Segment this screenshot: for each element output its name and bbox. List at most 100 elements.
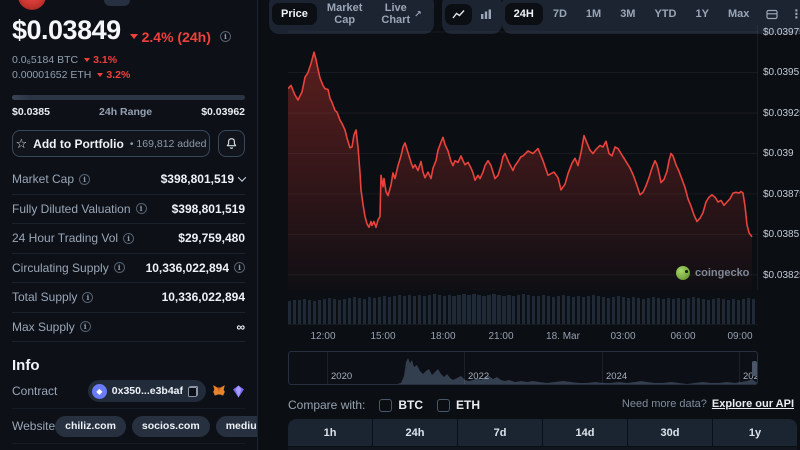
history-mini-chart (289, 358, 757, 384)
compare-option-btc[interactable]: BTC (379, 398, 423, 412)
stat-value: 10,336,022,894 i (146, 261, 245, 275)
stat-label-text: 24 Hour Trading Vol (12, 231, 119, 246)
volume-bar (552, 297, 556, 324)
triangle-down-icon (129, 34, 138, 39)
bar-chart-icon (480, 9, 491, 19)
range-max[interactable]: Max (719, 3, 758, 25)
volume-bar (437, 295, 441, 324)
kebab-menu-icon[interactable]: ⋮ (790, 7, 800, 21)
info-icon[interactable]: i (219, 31, 231, 43)
range-1m[interactable]: 1M (577, 3, 610, 25)
candle-chart-toggle[interactable] (473, 4, 499, 25)
y-tick-label: $0.03875 (763, 189, 800, 200)
range-low: $0.0385 (12, 106, 50, 118)
range-slider[interactable] (12, 95, 245, 100)
year-label: 2026 (743, 371, 757, 382)
volume-bar (497, 295, 501, 324)
volume-bar (477, 295, 481, 324)
website-link-chiliz-com[interactable]: chiliz.com (55, 415, 126, 437)
tab-live-chart[interactable]: Live Chart ↗ (372, 0, 430, 31)
stat-label-text: Circulating Supply (12, 260, 109, 275)
price-plot-area[interactable] (287, 25, 758, 291)
range-1y[interactable]: 1Y (686, 3, 717, 25)
btc-change: 3.1% (84, 54, 117, 66)
volume-bar (417, 295, 421, 324)
checkbox-btc[interactable] (379, 398, 393, 412)
volume-bar (696, 298, 700, 324)
stat-row: Total Supply i 10,336,022,894 (12, 283, 245, 313)
info-icon[interactable]: i (113, 262, 125, 274)
volume-bar (656, 298, 661, 324)
range-ytd[interactable]: YTD (645, 3, 685, 25)
range-7d[interactable]: 7D (544, 3, 576, 25)
range-3m[interactable]: 3M (611, 3, 644, 25)
volume-bar (681, 299, 685, 324)
eth-price: 0.00001652 ETH (12, 69, 92, 81)
info-icon[interactable]: i (79, 321, 91, 333)
volume-bar (701, 299, 705, 324)
perf-col-7d[interactable]: 7d (458, 419, 543, 446)
add-to-portfolio-button[interactable]: ☆ Add to Portfolio • 169,812 added (12, 130, 210, 157)
info-icon[interactable]: i (79, 173, 91, 185)
info-icon[interactable]: i (234, 262, 245, 274)
volume-bar (382, 296, 386, 324)
range-24h[interactable]: 24H (504, 3, 543, 25)
volume-bar (577, 296, 581, 324)
contract-address-pill[interactable]: ◆ 0x350...e3b4af (87, 380, 206, 402)
metamask-icon[interactable] (212, 384, 226, 398)
explore-api-link[interactable]: Explore our API (711, 398, 794, 410)
y-tick-label: $0.03825 (763, 270, 800, 281)
perf-col-1y[interactable]: 1y (713, 419, 797, 446)
gecko-icon (676, 266, 690, 280)
perf-col-14d[interactable]: 14d (543, 419, 628, 446)
volume-bar (492, 294, 496, 324)
stat-label: Fully Diluted Valuation i (12, 202, 147, 216)
copy-icon[interactable] (188, 385, 198, 397)
info-icon[interactable]: i (82, 291, 94, 303)
chart-tab-group: Price Market Cap Live Chart ↗ (269, 0, 434, 34)
coin-logo (18, 0, 46, 10)
volume-bar (626, 298, 631, 324)
scrubber-handle[interactable] (752, 361, 757, 376)
compare-name: ETH (456, 398, 481, 412)
timeline-scrubber[interactable]: 2020 2022 2024 2026 (288, 351, 758, 385)
line-chart-toggle[interactable] (444, 3, 472, 25)
perf-col-30d[interactable]: 30d (628, 419, 713, 446)
stats-list: Market Cap i $398,801,519 Fully Diluted Val… (12, 165, 247, 342)
stat-value-text: 10,336,022,894 (145, 260, 229, 275)
volume-bar (462, 294, 466, 324)
perf-col-24h[interactable]: 24h (373, 419, 458, 446)
website-link-medium-com[interactable]: medium.com (215, 415, 257, 437)
volume-bar (562, 295, 566, 324)
volume-bar (726, 300, 730, 324)
volume-bar (332, 299, 337, 324)
tab-price[interactable]: Price (272, 3, 317, 25)
coingecko-watermark: coingecko (676, 266, 749, 280)
chart-panel: Price Market Cap Live Chart ↗ 24H 7D 1M 3M YTD 1… (259, 0, 800, 450)
website-link-socios-com[interactable]: socios.com (131, 415, 210, 437)
chevron-down-icon[interactable] (237, 173, 247, 183)
volume-bar (542, 295, 546, 324)
info-icon[interactable]: i (123, 232, 135, 244)
price-chart[interactable] (287, 25, 758, 291)
stat-row: Max Supply i ∞ (12, 313, 245, 342)
checkbox-eth[interactable] (437, 398, 451, 412)
tab-market-cap[interactable]: Market Cap (318, 0, 371, 31)
perf-col-1h[interactable]: 1h (288, 419, 373, 446)
portfolio-added: • 169,812 added (129, 137, 207, 150)
volume-bar (607, 298, 611, 324)
volume-bar (567, 296, 571, 324)
calendar-icon[interactable] (759, 4, 785, 25)
stat-value-text: ∞ (236, 319, 245, 334)
gem-wallet-icon[interactable] (232, 385, 245, 398)
volume-bar (432, 294, 436, 324)
year-gridline (464, 352, 465, 384)
volume-bar (547, 296, 551, 324)
price-alert-button[interactable] (218, 130, 245, 157)
volume-bar (288, 301, 292, 324)
compare-option-eth[interactable]: ETH (437, 398, 480, 412)
x-tick-label: 21:00 (488, 331, 514, 342)
info-icon[interactable]: i (135, 203, 147, 215)
volume-bar (741, 299, 745, 324)
stat-row: 24 Hour Trading Vol i $29,759,480 (12, 224, 245, 254)
